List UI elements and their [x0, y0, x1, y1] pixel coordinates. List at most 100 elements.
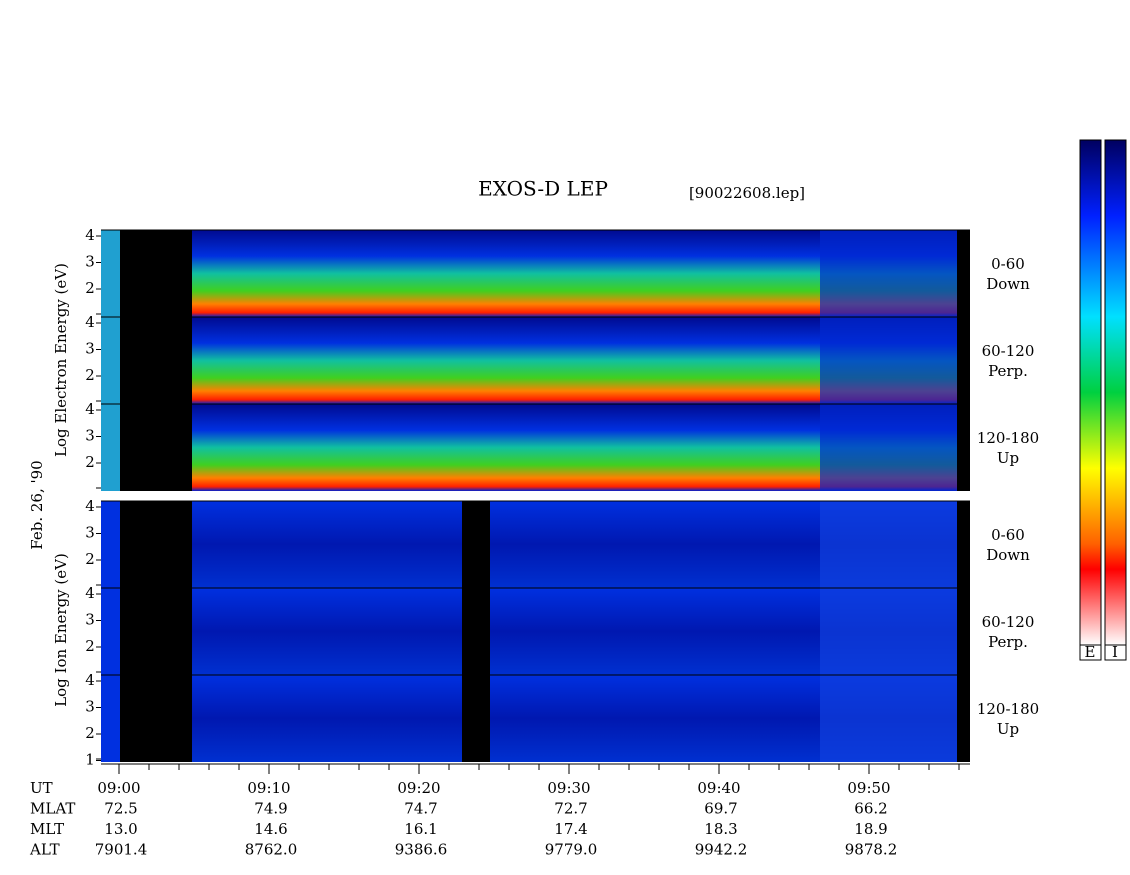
row-label: MLAT — [30, 800, 75, 818]
panel-angle: 120-180 — [977, 429, 1039, 447]
title: EXOS-D LEP — [478, 177, 608, 201]
data-gap — [120, 588, 192, 675]
data-gap — [120, 404, 192, 491]
row-value: 7901.4 — [95, 841, 148, 859]
data-gap — [120, 230, 192, 317]
row-label: MLT — [30, 820, 64, 838]
row-value: 9942.2 — [695, 841, 748, 859]
y-tick-label: 3 — [85, 427, 95, 445]
left-strip — [101, 675, 120, 762]
row-value: 14.6 — [254, 820, 287, 838]
row-value: 09:10 — [247, 779, 290, 797]
row-value: 09:30 — [547, 779, 590, 797]
y-tick-label: 2 — [85, 637, 95, 655]
panel-direction: Up — [997, 449, 1019, 467]
panel-direction: Perp. — [988, 362, 1028, 380]
row-value: 09:40 — [697, 779, 740, 797]
data-gap — [120, 501, 192, 588]
row-value: 74.9 — [254, 800, 287, 818]
data-gap — [957, 317, 970, 404]
row-value: 9779.0 — [545, 841, 598, 859]
row-value: 9878.2 — [845, 841, 898, 859]
file-name: [90022608.lep] — [689, 184, 805, 202]
y-tick-label: 3 — [85, 611, 95, 629]
colorbars: E I — [1079, 139, 1127, 661]
colorbar-label: E — [1085, 643, 1096, 661]
panel-direction: Up — [997, 720, 1019, 738]
y-tick-label: 3 — [85, 253, 95, 271]
data-gap — [120, 675, 192, 762]
data-gap — [462, 675, 490, 762]
colorbar-label-box — [1079, 644, 1102, 661]
date-label: Feb. 26, '90 — [28, 460, 46, 549]
data-gap — [957, 675, 970, 762]
panel-direction: Down — [986, 275, 1030, 293]
row-value: 66.2 — [854, 800, 887, 818]
data-gap — [957, 588, 970, 675]
y-tick-label: 4 — [85, 497, 95, 515]
left-strip — [101, 501, 120, 588]
left-strip — [101, 404, 120, 491]
y-tick-label: 2 — [85, 724, 95, 742]
quiet-region — [820, 588, 957, 675]
left-strip — [101, 317, 120, 404]
row-value: 09:00 — [97, 779, 140, 797]
row-value: 72.7 — [554, 800, 587, 818]
row-value: 9386.6 — [395, 841, 448, 859]
row-value: 17.4 — [554, 820, 587, 838]
row-value: 8762.0 — [245, 841, 298, 859]
colorbar-label-box — [1104, 644, 1127, 661]
panel-angle: 0-60 — [991, 526, 1025, 544]
quiet-region — [820, 230, 957, 317]
data-gap — [957, 501, 970, 588]
panel-angle: 0-60 — [991, 255, 1025, 273]
quiet-region — [820, 404, 957, 491]
y-tick-label: 4 — [85, 584, 95, 602]
row-label: ALT — [29, 841, 60, 859]
row-value: 09:50 — [847, 779, 890, 797]
panel-direction: Down — [986, 546, 1030, 564]
y-tick-label: 3 — [85, 340, 95, 358]
left-strip — [101, 230, 120, 317]
y-tick-label: 4 — [85, 226, 95, 244]
row-label: UT — [30, 779, 53, 797]
data-gap — [462, 588, 490, 675]
row-value: 09:20 — [397, 779, 440, 797]
separator — [101, 492, 970, 500]
panel-angle: 60-120 — [982, 342, 1035, 360]
panel-direction: Perp. — [988, 633, 1028, 651]
electron-axis-label: Log Electron Energy (eV) — [52, 263, 70, 457]
y-tick-label: 2 — [85, 550, 95, 568]
ion-axis-label: Log Ion Energy (eV) — [52, 553, 70, 707]
y-tick-label: 1 — [85, 751, 95, 769]
y-tick-label: 3 — [85, 698, 95, 716]
y-tick-label: 2 — [85, 366, 95, 384]
colorbar-e — [1079, 139, 1102, 646]
row-value: 74.7 — [404, 800, 437, 818]
quiet-region — [820, 317, 957, 404]
y-tick-label: 4 — [85, 671, 95, 689]
y-tick-label: 2 — [85, 453, 95, 471]
data-gap — [957, 230, 970, 317]
y-tick-label: 3 — [85, 524, 95, 542]
left-strip — [101, 588, 120, 675]
data-gap — [120, 317, 192, 404]
row-value: 13.0 — [104, 820, 137, 838]
y-tick-label: 4 — [85, 400, 95, 418]
y-tick-label: 2 — [85, 279, 95, 297]
data-gap — [957, 404, 970, 491]
colorbar-i — [1104, 139, 1127, 646]
row-value: 72.5 — [104, 800, 137, 818]
y-tick-label: 4 — [85, 313, 95, 331]
quiet-region — [820, 501, 957, 588]
panel-angle: 60-120 — [982, 613, 1035, 631]
data-gap — [462, 501, 490, 588]
row-value: 16.1 — [404, 820, 437, 838]
quiet-region — [820, 675, 957, 762]
row-value: 18.3 — [704, 820, 737, 838]
row-value: 69.7 — [704, 800, 737, 818]
row-value: 18.9 — [854, 820, 887, 838]
colorbar-label: I — [1112, 643, 1118, 661]
panel-angle: 120-180 — [977, 700, 1039, 718]
